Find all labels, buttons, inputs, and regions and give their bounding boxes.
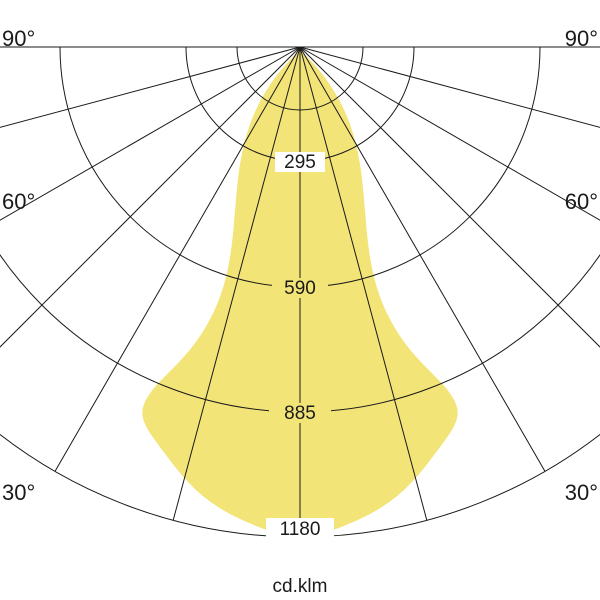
svg-text:30°: 30°	[565, 480, 598, 505]
svg-text:60°: 60°	[565, 189, 598, 214]
svg-text:295: 295	[284, 152, 316, 173]
svg-text:1180: 1180	[280, 519, 321, 540]
svg-text:90°: 90°	[2, 26, 35, 51]
svg-text:590: 590	[284, 278, 316, 299]
svg-text:885: 885	[284, 403, 316, 424]
svg-text:30°: 30°	[2, 480, 35, 505]
svg-text:90°: 90°	[565, 26, 598, 51]
svg-text:60°: 60°	[2, 189, 35, 214]
svg-text:cd.klm: cd.klm	[273, 576, 328, 597]
